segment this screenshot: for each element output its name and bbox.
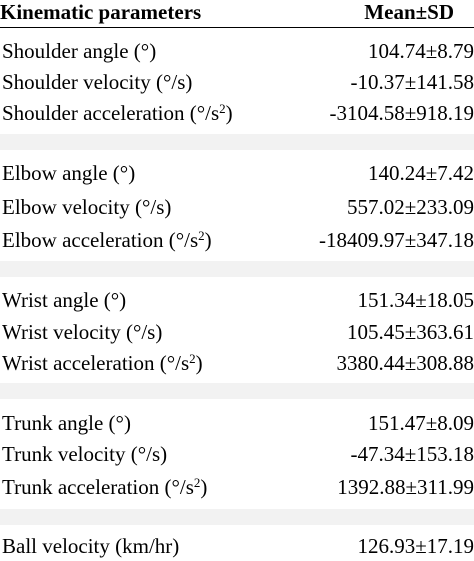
table-row: Trunk angle (°) 151.47±8.09 [0,408,474,438]
group-separator [0,509,474,525]
row-param: Shoulder velocity (°/s) [2,70,193,94]
row-value: 1392.88±311.99 [337,475,474,499]
row-value: -10.37±141.58 [350,70,474,94]
group-separator [0,383,474,399]
row-param: Elbow acceleration (°/s2) [2,228,212,252]
row-param: Trunk velocity (°/s) [2,442,168,466]
row-value: 104.74±8.79 [367,39,474,63]
table-row: Elbow angle (°) 140.24±7.42 [0,158,474,188]
table-row: Shoulder acceleration (°/s2) -3104.58±91… [0,98,474,128]
row-value: 140.24±7.42 [367,161,474,185]
row-value: -18409.97±347.18 [318,228,474,252]
row-param: Elbow velocity (°/s) [2,195,172,219]
row-value: 151.47±8.09 [367,411,474,435]
header-value: Mean±SD [364,0,454,24]
table-row: Wrist angle (°) 151.34±18.05 [0,285,474,315]
table-row: Trunk velocity (°/s) -47.34±153.18 [0,439,474,469]
row-param: Trunk angle (°) [2,411,131,435]
row-param: Trunk acceleration (°/s2) [2,475,208,499]
table-row: Wrist acceleration (°/s2) 3380.44±308.88 [0,348,474,378]
table-header: Kinematic parameters Mean±SD [0,0,474,28]
table-row: Shoulder angle (°) 104.74±8.79 [0,36,474,66]
row-param: Wrist velocity (°/s) [2,320,163,344]
row-param: Shoulder acceleration (°/s2) [2,101,233,125]
group-separator [0,261,474,277]
row-value: 151.34±18.05 [357,288,474,312]
table-row: Shoulder velocity (°/s) -10.37±141.58 [0,67,474,97]
row-param: Wrist angle (°) [2,288,127,312]
row-value: 3380.44±308.88 [336,351,474,375]
row-value: 557.02±233.09 [346,195,474,219]
row-param: Shoulder angle (°) [2,39,157,63]
table-row: Elbow acceleration (°/s2) -18409.97±347.… [0,225,474,255]
table-row: Wrist velocity (°/s) 105.45±363.61 [0,317,474,347]
group-separator [0,134,474,150]
table-row: Elbow velocity (°/s) 557.02±233.09 [0,192,474,222]
table-row: Trunk acceleration (°/s2) 1392.88±311.99 [0,472,474,502]
header-param: Kinematic parameters [0,0,202,24]
row-param: Elbow angle (°) [2,161,136,185]
row-value: -3104.58±918.19 [329,101,474,125]
row-value: 126.93±17.19 [357,534,474,558]
row-value: -47.34±153.18 [350,442,474,466]
row-value: 105.45±363.61 [346,320,474,344]
row-param: Ball velocity (km/hr) [2,534,180,558]
row-param: Wrist acceleration (°/s2) [2,351,203,375]
table-row: Ball velocity (km/hr) 126.93±17.19 [0,531,474,561]
